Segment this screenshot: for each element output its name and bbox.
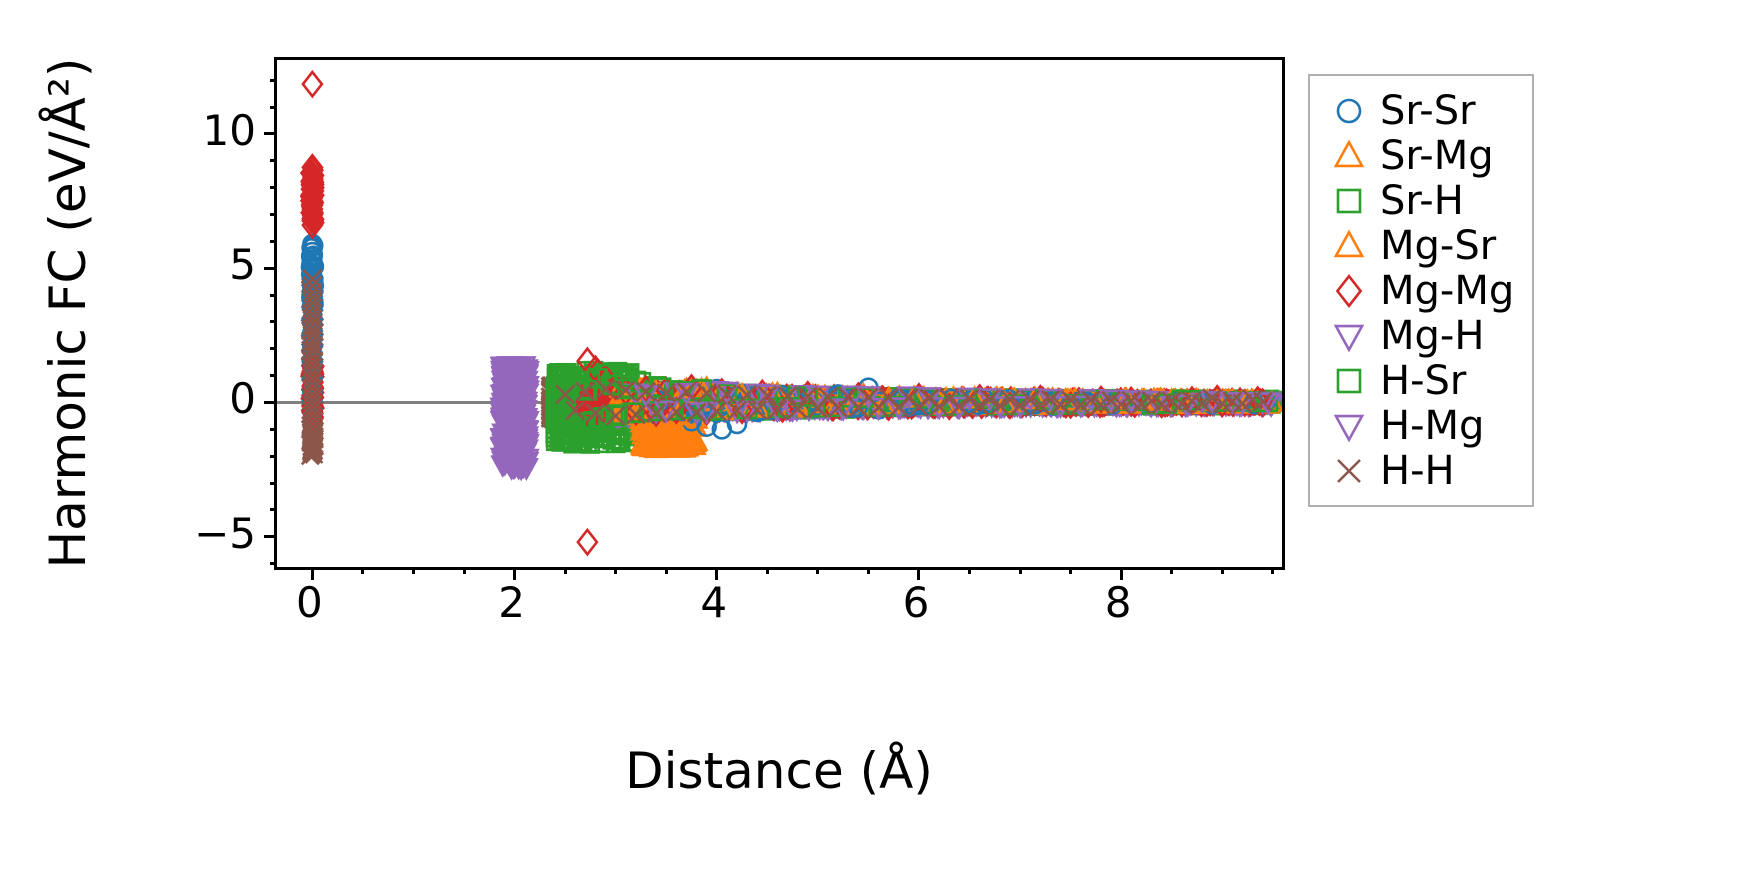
data-canvas xyxy=(277,60,1282,567)
x-axis-label: Distance (Å) xyxy=(625,742,933,800)
plot-area xyxy=(264,57,1285,580)
series-density-fill xyxy=(299,153,1282,482)
scatter-data-svg xyxy=(277,69,1282,557)
data-point xyxy=(610,432,631,453)
y-axis-label: Harmonic FC (eV/Å²) xyxy=(39,57,97,569)
